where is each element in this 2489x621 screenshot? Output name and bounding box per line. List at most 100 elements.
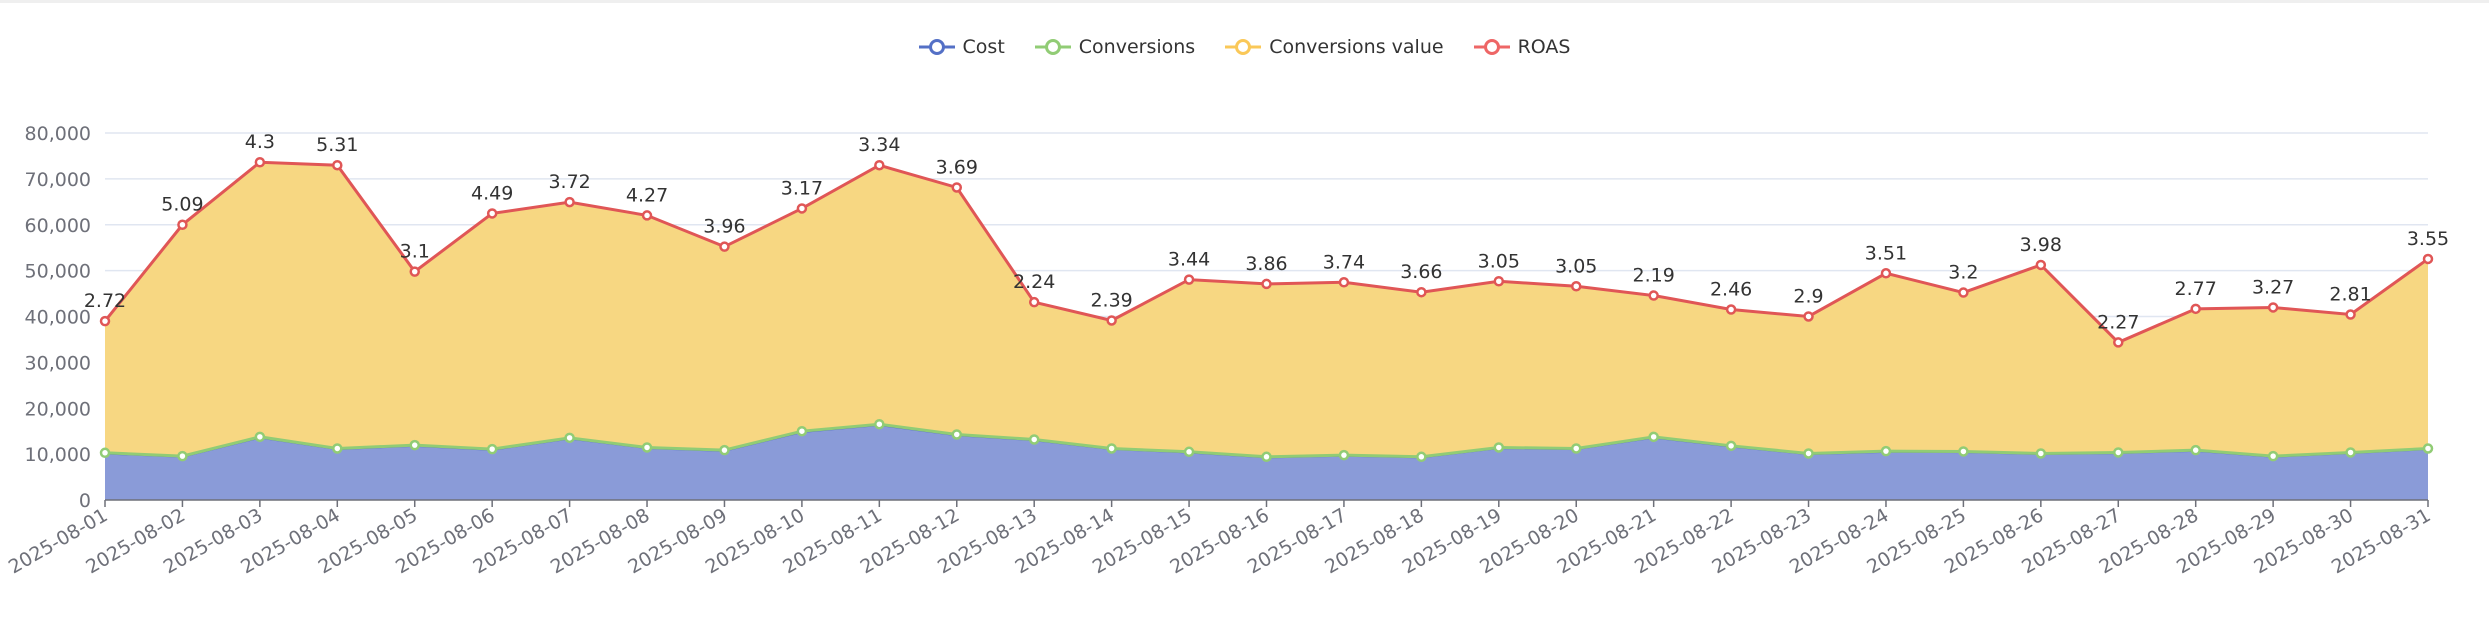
conversions-point[interactable] <box>2267 450 2279 462</box>
roas-point[interactable] <box>1648 290 1659 301</box>
conversions-point[interactable] <box>951 429 963 440</box>
roas-point[interactable] <box>1183 274 1195 285</box>
y-tick-label: 20,000 <box>25 398 91 420</box>
roas-point[interactable] <box>1725 304 1737 315</box>
roas-point[interactable] <box>1570 281 1582 292</box>
roas-point[interactable] <box>1493 276 1505 287</box>
conversions-point[interactable] <box>1880 445 1892 457</box>
y-tick-label: 40,000 <box>25 307 91 329</box>
roas-point[interactable] <box>177 219 188 230</box>
roas-point[interactable] <box>796 203 808 214</box>
roas-data-label: 2.72 <box>84 290 126 312</box>
conversions-point[interactable] <box>719 444 730 456</box>
roas-point[interactable] <box>1106 315 1117 326</box>
roas-data-label: 2.27 <box>2097 311 2139 333</box>
conversions-point[interactable] <box>2190 444 2201 456</box>
roas-point[interactable] <box>719 241 730 252</box>
roas-data-label: 3.69 <box>936 156 978 178</box>
roas-point[interactable] <box>1958 287 1969 298</box>
conversions-point[interactable] <box>2035 448 2047 459</box>
roas-point[interactable] <box>1261 278 1272 290</box>
roas-point[interactable] <box>2267 302 2279 313</box>
conversions-point[interactable] <box>641 442 653 453</box>
roas-data-label: 4.3 <box>245 131 275 153</box>
roas-point[interactable] <box>99 315 111 327</box>
roas-data-label: 4.49 <box>471 182 513 204</box>
conversions-point[interactable] <box>2345 447 2356 458</box>
roas-data-label: 3.51 <box>1865 242 1907 264</box>
conversions-point[interactable] <box>486 443 498 455</box>
conversions-point[interactable] <box>1338 449 1350 461</box>
roas-point[interactable] <box>332 159 343 171</box>
roas-point[interactable] <box>2113 337 2124 348</box>
roas-data-label: 3.96 <box>703 216 745 238</box>
conversions-point[interactable] <box>332 443 343 454</box>
roas-data-label: 2.9 <box>1793 285 1823 307</box>
roas-point[interactable] <box>1803 311 1814 322</box>
conversions-point[interactable] <box>1261 451 1272 463</box>
conversions-point[interactable] <box>99 447 111 459</box>
conversions-point[interactable] <box>1493 442 1505 453</box>
legend-item-roas[interactable]: ROAS <box>1473 36 1570 58</box>
roas-data-label: 3.98 <box>2020 234 2062 256</box>
conversions-point[interactable] <box>1803 448 1814 459</box>
legend-item-cost[interactable]: Cost <box>918 36 1005 58</box>
roas-point[interactable] <box>1338 277 1350 288</box>
roas-data-label: 3.44 <box>1168 249 1210 271</box>
conversions-point[interactable] <box>2113 447 2124 458</box>
roas-point[interactable] <box>2422 253 2434 265</box>
roas-point[interactable] <box>2190 303 2201 315</box>
roas-data-label: 2.81 <box>2329 284 2371 306</box>
conversions-point[interactable] <box>1416 451 1427 463</box>
roas-point[interactable] <box>641 210 653 221</box>
conversions-point[interactable] <box>874 418 885 430</box>
roas-data-label: 3.27 <box>2252 276 2294 298</box>
roas-point[interactable] <box>1028 296 1040 308</box>
roas-point[interactable] <box>1880 268 1892 279</box>
roas-point[interactable] <box>409 266 420 277</box>
conversions-point[interactable] <box>254 431 266 443</box>
circle-line-icon <box>1473 39 1510 55</box>
y-tick-label: 60,000 <box>25 215 91 237</box>
roas-point[interactable] <box>1416 286 1427 298</box>
roas-data-label: 2.39 <box>1090 289 1132 311</box>
roas-data-label: 3.05 <box>1478 250 1520 272</box>
conversions-point[interactable] <box>564 432 575 444</box>
chart-legend: Cost Conversions Conversions value ROAS <box>0 36 2489 58</box>
roas-point[interactable] <box>564 196 575 208</box>
conversions-point[interactable] <box>1725 440 1737 452</box>
roas-data-label: 2.77 <box>2175 278 2217 300</box>
roas-data-label: 2.46 <box>1710 279 1752 301</box>
conversions-point[interactable] <box>1648 431 1659 443</box>
circle-line-icon <box>1034 39 1071 55</box>
roas-point[interactable] <box>2345 309 2356 320</box>
roas-data-label: 3.86 <box>1245 253 1287 275</box>
conversions-point[interactable] <box>1028 434 1040 445</box>
legend-label: Cost <box>962 36 1005 58</box>
roas-data-label: 3.72 <box>548 171 590 193</box>
roas-data-label: 5.09 <box>161 194 203 216</box>
y-tick-label: 30,000 <box>25 352 91 374</box>
roas-point[interactable] <box>254 156 266 168</box>
roas-data-label: 3.17 <box>781 177 823 199</box>
roas-data-label: 3.2 <box>1948 262 1978 284</box>
conversions-point[interactable] <box>1183 446 1195 458</box>
conversions-point[interactable] <box>1958 446 1969 457</box>
conversions-point[interactable] <box>2422 443 2434 454</box>
legend-item-conversions-value[interactable]: Conversions value <box>1225 36 1444 58</box>
conversions-point[interactable] <box>796 425 808 437</box>
roas-data-label: 3.05 <box>1555 255 1597 277</box>
legend-label: Conversions value <box>1269 36 1444 58</box>
roas-point[interactable] <box>486 208 498 219</box>
conversions-point[interactable] <box>1570 443 1582 454</box>
conversions-point[interactable] <box>177 450 188 462</box>
roas-point[interactable] <box>951 182 963 193</box>
roas-data-label: 3.55 <box>2407 228 2449 250</box>
conversions-point[interactable] <box>1106 443 1117 454</box>
roas-point[interactable] <box>874 159 885 171</box>
legend-item-conversions[interactable]: Conversions <box>1034 36 1195 58</box>
conversions-point[interactable] <box>409 439 420 451</box>
roas-point[interactable] <box>2035 259 2047 271</box>
roas-data-label: 3.1 <box>400 241 430 263</box>
